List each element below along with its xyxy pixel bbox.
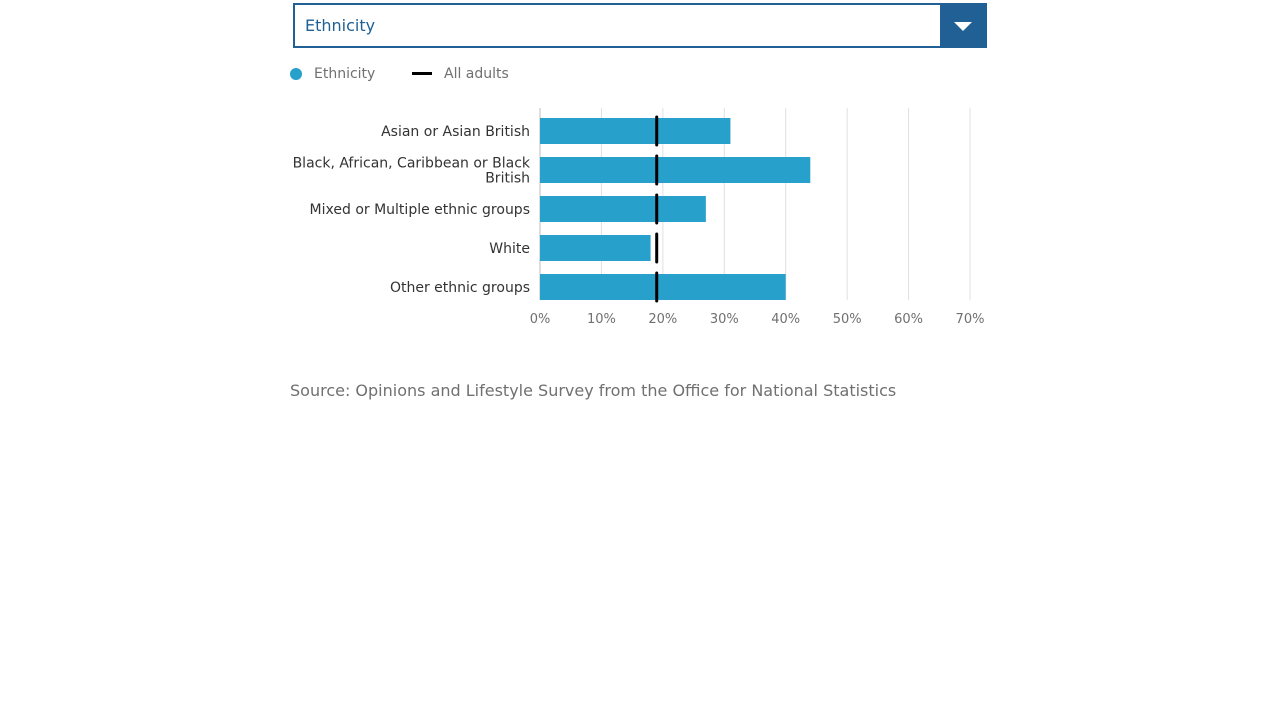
legend-item-all-adults: All adults <box>412 64 509 84</box>
bar <box>540 118 730 144</box>
x-tick-label: 20% <box>648 312 677 327</box>
category-label: Asian or Asian British <box>381 124 530 140</box>
x-tick-label: 10% <box>587 312 616 327</box>
legend-item-ethnicity: Ethnicity <box>290 64 375 84</box>
chevron-down-icon <box>954 22 972 31</box>
category-label: Black, African, Caribbean or Black Britis… <box>293 156 531 187</box>
x-tick-label: 40% <box>771 312 800 327</box>
x-tick-label: 70% <box>956 312 985 327</box>
x-tick-label: 30% <box>710 312 739 327</box>
category-label: White <box>489 241 530 257</box>
legend-line-icon <box>412 72 432 75</box>
bar-chart: 0% 10% 20% 30% 40% 50% 60% 70% Asian or Asian Br… <box>290 100 1010 340</box>
x-tick-label: 50% <box>833 312 862 327</box>
bar <box>540 196 706 222</box>
x-tick-label: 60% <box>894 312 923 327</box>
breakdown-select-value: Ethnicity <box>305 5 375 46</box>
bar <box>540 274 786 300</box>
category-label: Other ethnic groups <box>390 280 530 296</box>
x-tick-label: 0% <box>530 312 551 327</box>
legend-label-ethnicity: Ethnicity <box>314 66 375 82</box>
legend-label-all-adults: All adults <box>444 66 509 82</box>
source-note: Source: Opinions and Lifestyle Survey fr… <box>290 381 896 400</box>
bar <box>540 157 810 183</box>
legend-dot-icon <box>290 68 302 80</box>
category-label: Mixed or Multiple ethnic groups <box>310 202 530 218</box>
breakdown-select[interactable]: Ethnicity <box>293 3 987 48</box>
dropdown-button[interactable] <box>940 3 987 48</box>
bar <box>540 235 651 261</box>
